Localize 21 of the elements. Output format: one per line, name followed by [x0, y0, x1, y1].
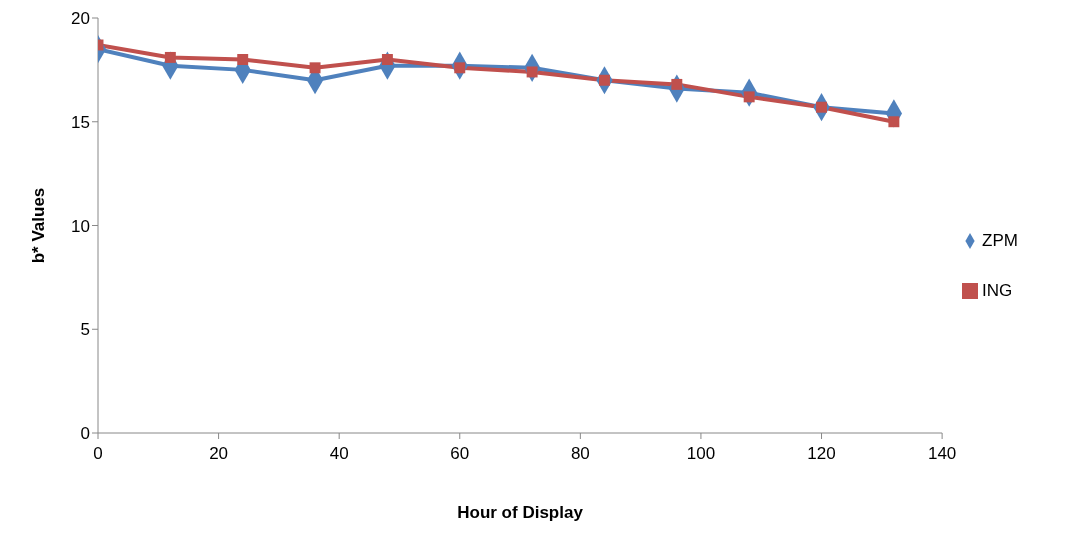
legend-label: ZPM	[982, 230, 1018, 250]
y-axis-title: b* Values	[29, 187, 49, 264]
x-tick-label: 60	[450, 444, 470, 464]
y-tick-label: 5	[80, 320, 90, 340]
x-tick-label: 0	[93, 444, 103, 464]
point	[888, 116, 900, 128]
y-tick-label: 10	[71, 216, 90, 236]
x-tick-label: 100	[686, 444, 716, 464]
x-tick-label: 120	[807, 444, 836, 464]
y-tick-label: 0	[80, 424, 90, 444]
legend-label: ING	[982, 280, 1013, 300]
point	[237, 54, 249, 65]
x-tick-label: 80	[570, 444, 590, 464]
x-tick-label: 20	[209, 444, 229, 464]
point	[309, 62, 321, 74]
x-axis-title: Hour of Display	[457, 503, 584, 522]
point	[164, 51, 176, 63]
y-tick-label: 15	[71, 112, 90, 132]
x-tick-label: 140	[927, 444, 957, 464]
y-tick-label: 20	[71, 9, 90, 29]
x-tick-label: 40	[329, 444, 349, 464]
